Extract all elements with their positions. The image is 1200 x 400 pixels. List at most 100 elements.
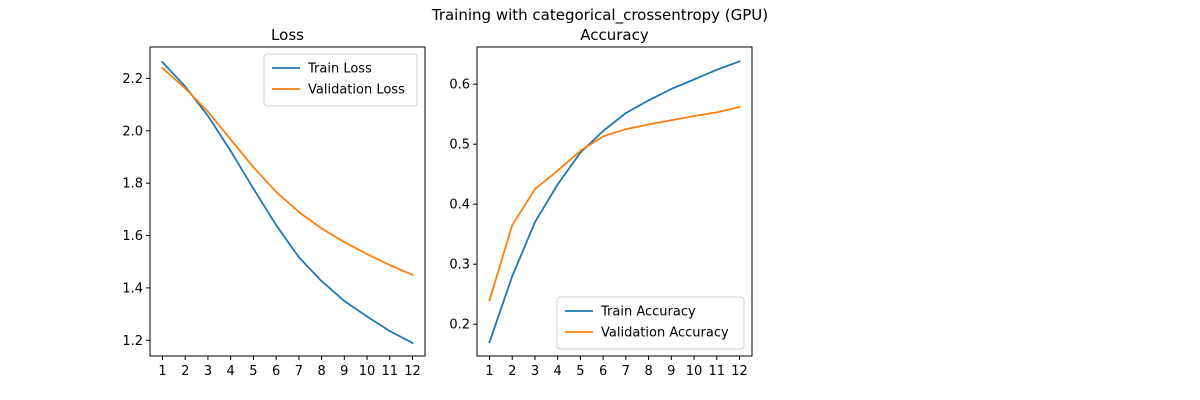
accuracy-series-train-point — [624, 112, 627, 114]
loss-x-tick-label: 8 — [317, 364, 325, 379]
accuracy-y-tick-label: 0.6 — [449, 78, 470, 93]
loss-x-tick-label: 9 — [340, 364, 348, 379]
loss-x-tick-label: 5 — [249, 364, 257, 379]
accuracy-series-train-point — [738, 60, 741, 63]
loss-x-tick-label: 2 — [181, 364, 189, 379]
loss-series-validation-point — [388, 264, 391, 267]
loss-y-tick-label: 2.2 — [122, 72, 143, 87]
accuracy-x-tick-label: 12 — [731, 364, 748, 379]
loss-series-validation-point — [275, 190, 278, 193]
accuracy-series-validation-point — [511, 224, 514, 227]
loss-chart-title: Loss — [271, 26, 304, 44]
accuracy-series-validation-point — [534, 188, 536, 191]
accuracy-x-tick-label: 2 — [508, 364, 516, 379]
loss-legend-label: Train Loss — [307, 62, 372, 77]
accuracy-legend-label: Train Accuracy — [600, 305, 696, 320]
loss-series-validation-point — [161, 67, 164, 70]
accuracy-x-tick-label: 4 — [554, 364, 562, 379]
accuracy-x-tick-label: 3 — [531, 364, 539, 379]
accuracy-legend-label: Validation Accuracy — [601, 326, 729, 341]
loss-x-tick-label: 10 — [359, 364, 376, 379]
accuracy-x-tick-label: 7 — [622, 364, 630, 379]
loss-series-train-point — [252, 187, 255, 190]
loss-series-validation-point — [297, 211, 300, 213]
accuracy-series-validation-point — [647, 123, 650, 126]
accuracy-chart-title: Accuracy — [580, 26, 649, 44]
accuracy-series-validation-point — [624, 128, 627, 131]
loss-series-train-point — [411, 342, 414, 344]
accuracy-x-tick-label: 1 — [485, 364, 493, 379]
accuracy-series-validation-point — [670, 119, 673, 122]
accuracy-x-tick-label: 5 — [576, 364, 584, 379]
accuracy-series-validation-point — [579, 149, 582, 152]
accuracy-x-tick-label: 11 — [708, 364, 725, 379]
accuracy-series-validation-point — [738, 106, 741, 108]
loss-legend: Train Loss Validation Loss — [263, 53, 418, 107]
loss-x-tick-label: 7 — [295, 364, 303, 379]
loss-series-validation-point — [229, 138, 232, 141]
loss-y-tick-label: 1.4 — [122, 281, 143, 296]
figure-suptitle: Training with categorical_crossentropy (… — [431, 6, 768, 25]
accuracy-series-train-point — [534, 221, 536, 224]
loss-axes-frame — [149, 46, 426, 357]
loss-series-train-point — [297, 256, 300, 259]
loss-x-tick-label: 1 — [158, 364, 166, 379]
accuracy-series-train-line — [488, 60, 741, 344]
loss-x-tick-label: 6 — [272, 364, 280, 379]
loss-legend-frame — [263, 53, 418, 107]
accuracy-series-train-point — [647, 99, 650, 102]
loss-x-tick-label: 11 — [381, 364, 398, 379]
accuracy-axes-frame — [476, 46, 753, 357]
loss-series-train-point — [320, 280, 323, 283]
loss-series-validation-point — [343, 241, 346, 243]
accuracy-y-tick-label: 0.4 — [449, 198, 470, 213]
accuracy-series-validation-point — [715, 111, 718, 114]
loss-y-tick-label: 1.2 — [122, 334, 143, 349]
accuracy-x-tick-label: 10 — [686, 364, 703, 379]
accuracy-series-validation-point — [556, 169, 559, 172]
loss-x-tick-label: 12 — [404, 364, 421, 379]
accuracy-series-train-point — [488, 341, 491, 344]
loss-y-tick-label: 1.6 — [122, 229, 143, 244]
accuracy-y-tick-label: 0.5 — [449, 138, 470, 153]
loss-x-tick-label: 3 — [204, 364, 212, 379]
loss-series-train-point — [161, 61, 164, 64]
accuracy-series-validation-line — [488, 105, 741, 302]
accuracy-x-tick-label: 8 — [644, 364, 652, 379]
accuracy-series-train-point — [602, 130, 605, 132]
accuracy-series-validation-point — [602, 135, 605, 138]
accuracy-y-tick-label: 0.3 — [449, 258, 470, 273]
loss-series-train-point — [343, 300, 346, 302]
loss-series-validation-point — [411, 273, 414, 276]
loss-x-tick-label: 4 — [227, 364, 235, 379]
accuracy-series-train-point — [670, 88, 673, 90]
accuracy-series-train-point — [556, 183, 559, 186]
loss-series-train-point — [366, 315, 368, 318]
accuracy-y-tick-label: 0.2 — [449, 318, 470, 333]
loss-series-validation-line — [161, 66, 414, 277]
loss-series-validation-point — [184, 87, 187, 90]
accuracy-x-tick-label: 6 — [599, 364, 607, 379]
accuracy-series-train-point — [715, 68, 718, 71]
loss-series-train-point — [207, 114, 209, 117]
loss-legend-label: Validation Loss — [308, 83, 405, 98]
accuracy-x-tick-label: 9 — [667, 364, 675, 379]
accuracy-legend: Train Accuracy Validation Accuracy — [556, 296, 745, 350]
loss-series-validation-point — [320, 227, 323, 230]
loss-series-train-point — [275, 224, 278, 226]
accuracy-series-train-point — [693, 78, 695, 81]
loss-series-validation-point — [366, 253, 368, 256]
accuracy-series-train-point — [511, 275, 514, 278]
loss-series-train-point — [388, 330, 391, 333]
loss-series-train-point — [229, 150, 232, 152]
accuracy-series-validation-point — [693, 115, 695, 117]
loss-y-tick-label: 2.0 — [122, 124, 143, 139]
accuracy-legend-frame — [556, 296, 745, 350]
accuracy-series-validation-point — [488, 299, 491, 302]
loss-series-train-line — [161, 60, 414, 345]
loss-y-tick-label: 1.8 — [122, 177, 143, 192]
loss-series-validation-point — [252, 166, 255, 169]
